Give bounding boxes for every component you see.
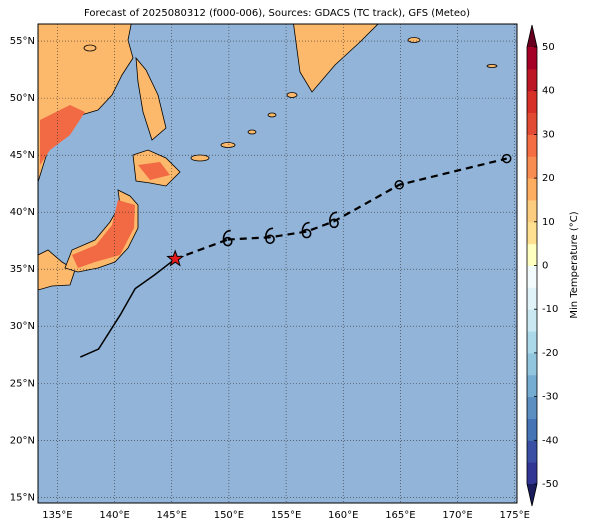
colorbar-tick-label: 20 — [542, 173, 555, 184]
x-tick-label: 145°E — [157, 510, 187, 521]
colorbar-tick-label: -50 — [542, 479, 558, 490]
colorbar-bin — [527, 331, 537, 354]
colorbar-bin — [527, 287, 537, 310]
colorbar-bin — [527, 47, 537, 70]
y-tick-label: 55°N — [10, 36, 35, 47]
colorbar-bin — [527, 221, 537, 245]
colorbar-tick-label: 0 — [542, 261, 548, 272]
current-position — [166, 249, 185, 267]
map-frame — [37, 23, 518, 504]
x-tick-label: 160°E — [328, 510, 358, 521]
colorbar-bin — [527, 374, 537, 398]
colorbar-bin — [527, 134, 537, 157]
colorbar-label: Min Temperature (°C) — [569, 211, 580, 318]
chart-title: Forecast of 2025080312 (f000-006), Sourc… — [84, 8, 470, 19]
x-tick-label: 170°E — [442, 510, 472, 521]
colorbar-tick-label: 40 — [542, 86, 555, 97]
colorbar-bin — [527, 112, 537, 135]
colorbar-tick-label: 50 — [542, 42, 555, 53]
x-tick-label: 165°E — [385, 510, 415, 521]
typhoon-marker — [265, 227, 275, 245]
colorbar-bin — [527, 396, 537, 419]
x-tick-label: 175°E — [500, 510, 530, 521]
x-tick-label: 140°E — [99, 510, 129, 521]
typhoon-marker — [222, 229, 233, 247]
y-tick-label: 35°N — [10, 264, 35, 275]
grid — [38, 24, 517, 503]
colorbar-under — [527, 484, 537, 506]
y-tick-label: 20°N — [10, 435, 35, 446]
colorbar-bin — [527, 462, 537, 485]
typhoon-marker — [329, 211, 339, 229]
y-tick-label: 15°N — [10, 492, 35, 503]
colorbar-bin — [527, 90, 537, 114]
track-connector — [174, 238, 229, 260]
colorbar-tick-label: -10 — [542, 304, 558, 315]
forecast-marker — [394, 180, 405, 190]
tracks — [79, 153, 512, 358]
y-tick-label: 30°N — [10, 321, 35, 332]
y-tick-label: 25°N — [10, 378, 35, 389]
colorbar-bin — [527, 199, 537, 223]
colorbar-bin — [527, 309, 537, 332]
colorbar-bin — [527, 156, 537, 179]
typhoon-marker — [301, 221, 312, 239]
y-tick-label: 50°N — [10, 93, 35, 104]
ocean — [38, 24, 517, 503]
colorbar-tick-label: -20 — [542, 348, 558, 359]
x-tick-label: 135°E — [42, 510, 72, 521]
x-tick-label: 150°E — [214, 510, 244, 521]
colorbar-tick-label: 10 — [542, 217, 555, 228]
colorbar: -50 -40 -30 -20 -10 0 10 20 30 40 50 — [526, 24, 558, 507]
colorbar-tick-label: -40 — [542, 435, 558, 446]
colorbar-tick-label: 30 — [542, 129, 555, 140]
track-line — [79, 258, 176, 358]
y-tick-label: 40°N — [10, 207, 35, 218]
colorbar-bin — [527, 243, 537, 266]
colorbar-bin — [527, 418, 537, 441]
colorbar-bin — [527, 440, 537, 463]
colorbar-bin — [527, 68, 537, 92]
colorbar-bin — [527, 178, 537, 201]
x-tick-label: 155°E — [271, 510, 301, 521]
colorbar-bin — [527, 265, 537, 288]
colorbar-over — [527, 25, 537, 47]
y-tick-label: 45°N — [10, 150, 35, 161]
colorbar-tick-label: -30 — [542, 392, 558, 403]
forecast-marker — [501, 153, 512, 164]
colorbar-bin — [527, 352, 537, 376]
